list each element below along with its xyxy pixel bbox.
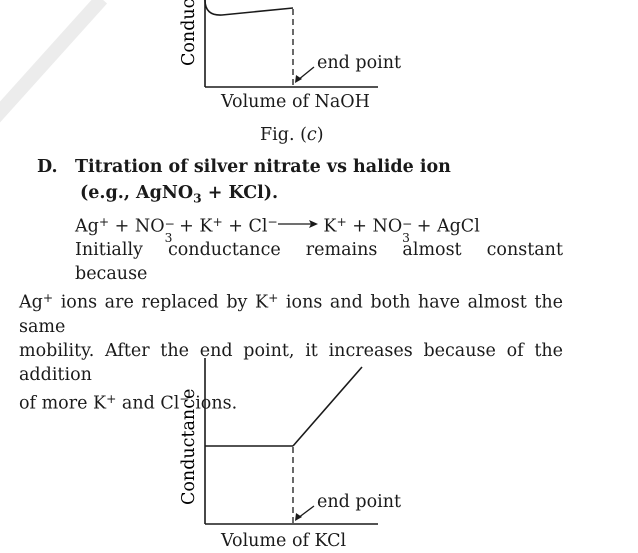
top-graph: Conduc [179,0,378,88]
reaction-equation: Ag+ + NO −3 + K+ + Cl− K+ + NO −3 + AgCl [75,215,480,245]
reaction-arrow [277,218,318,230]
bottom-graph-arrow-line [297,505,315,519]
explanation-paragraph: Initially conductance remains almost con… [19,238,563,415]
top-graph-xlabel: Volume of NaOH [221,92,370,112]
bottom-graph-xlabel: Volume of KCl [221,531,347,551]
top-graph-arrow-head [295,75,302,83]
section-title: Titration of silver nitrate vs halide io… [75,157,451,177]
figure-caption-letter: c [306,125,317,145]
bottom-graph: Conductance [179,358,378,525]
paragraph-line-1: Initially conductance remains almost con… [75,240,563,284]
top-graph-ylabel: Conduc [179,0,199,66]
top-graph-curve [204,0,294,16]
section-marker: D. [37,157,58,177]
top-graph-annotation: end point [317,53,402,73]
paragraph-line-2: Ag+ ions are replaced by K+ ions and bot… [19,291,563,337]
figure-caption: Fig. (c) [260,125,324,145]
bottom-graph-arrow-head [295,513,302,521]
section-example: (e.g., AgNO3 + KCl). [80,183,279,206]
bottom-graph-ylabel: Conductance [179,389,199,505]
bottom-graph-annotation: end point [317,492,402,512]
paragraph-line-3: mobility. After the end point, it increa… [19,340,563,385]
bottom-graph-rising-segment [292,366,363,447]
top-graph-arrow-line [297,66,315,81]
